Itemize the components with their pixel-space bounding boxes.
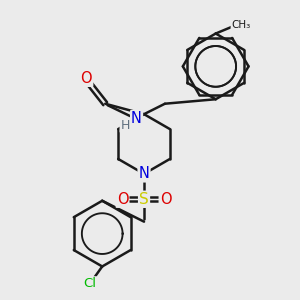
Text: N: N [131,111,142,126]
Text: O: O [160,192,171,207]
Text: S: S [139,192,149,207]
Text: N: N [139,167,149,182]
Text: H: H [121,119,130,132]
Text: Cl: Cl [83,277,96,290]
Text: O: O [81,71,92,86]
Text: O: O [117,192,128,207]
Text: CH₃: CH₃ [232,20,251,30]
